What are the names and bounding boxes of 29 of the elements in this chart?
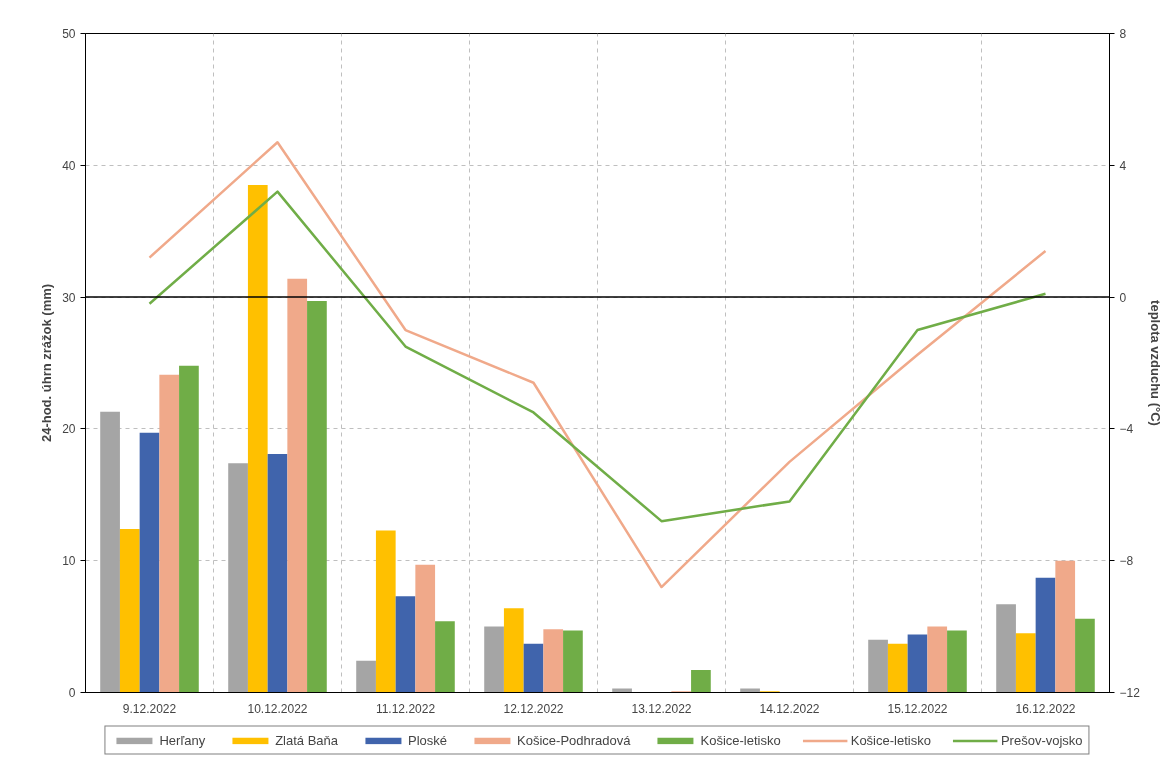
x-tick-label: 12.12.2022 — [503, 701, 564, 716]
legend-label: Košice-Podhradová — [517, 732, 631, 748]
x-tick-label: 11.12.2022 — [375, 701, 436, 716]
y2-tick-label: 8 — [1119, 27, 1127, 41]
y-tick-label: 0 — [68, 686, 76, 700]
y2-tick-label: 4 — [1119, 158, 1127, 173]
legend-label: Zlatá Baňa — [275, 732, 339, 748]
legend-label: Ploské — [408, 732, 448, 748]
y2-tick-label: 0 — [1119, 290, 1127, 305]
y-tick-label: 50 — [62, 27, 76, 41]
y2-tick-label: −4 — [1119, 422, 1134, 437]
legend-label: Herľany — [159, 732, 206, 748]
y-tick-label: 30 — [62, 290, 76, 305]
legend-label: Košice-letisko — [700, 732, 781, 748]
y-tick-label: 10 — [62, 554, 76, 569]
x-tick-label: 14.12.2022 — [759, 701, 820, 716]
legend-label: Prešov-vojsko — [1000, 732, 1083, 748]
y-axis-title: 24-hod. úhrn zrážok (mm) — [39, 283, 55, 443]
y-tick-label: 20 — [62, 422, 76, 437]
legend-label: Košice-letisko — [850, 732, 931, 748]
x-tick-label: 13.12.2022 — [631, 701, 692, 716]
y2-axis-title: teplota vzduchu (°C) — [1147, 300, 1163, 426]
x-tick-label: 16.12.2022 — [1015, 701, 1076, 716]
y2-tick-label: −8 — [1119, 554, 1134, 569]
x-tick-label: 9.12.2022 — [122, 701, 177, 716]
x-tick-label: 10.12.2022 — [247, 701, 308, 716]
y-tick-label: 40 — [62, 158, 76, 173]
y2-tick-label: −12 — [1119, 686, 1141, 700]
x-tick-label: 15.12.2022 — [887, 701, 948, 716]
